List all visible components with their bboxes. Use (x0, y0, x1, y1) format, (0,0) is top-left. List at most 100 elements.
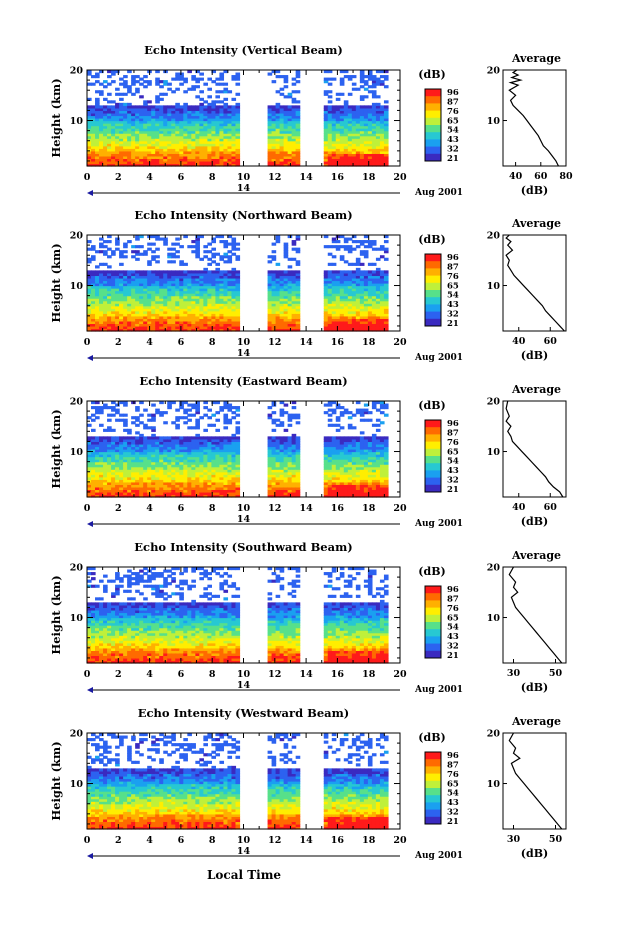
heatmap-cell (271, 285, 277, 289)
heatmap-cell (359, 148, 365, 152)
heatmap-cell (119, 451, 124, 455)
heatmap-cell (91, 255, 96, 259)
heatmap-cell (271, 293, 277, 297)
heatmap-cell (275, 323, 281, 327)
heatmap-cell (371, 323, 377, 327)
heatmap-cell (267, 272, 273, 277)
heatmap-cell (359, 242, 365, 246)
heatmap-cell (187, 451, 192, 455)
heatmap-cell (223, 446, 229, 450)
heatmap-cell (235, 290, 241, 294)
heatmap-cell (207, 481, 212, 485)
heatmap-cell (115, 441, 120, 445)
heatmap-cell (371, 300, 377, 304)
heatmap-cell (123, 443, 128, 448)
heatmap-cell (203, 454, 208, 458)
heatmap-cell (323, 120, 329, 124)
heatmap-cell (107, 285, 112, 289)
heatmap-cell (215, 454, 221, 458)
heatmap-cell (223, 148, 229, 152)
heatmap-cell (231, 479, 237, 483)
heatmap-cell (187, 143, 192, 147)
heatmap-cell (271, 107, 277, 112)
heatmap-cell (115, 494, 120, 498)
heatmap-cell (131, 481, 136, 485)
heatmap-cell (139, 449, 144, 453)
heatmap-cell (175, 145, 180, 149)
heatmap-cell (179, 320, 184, 325)
heatmap-cell (119, 459, 124, 463)
heatmap-cell (111, 293, 116, 297)
heatmap-cell (195, 80, 200, 84)
heatmap-cell (91, 277, 96, 282)
heatmap-cell (271, 315, 277, 319)
heatmap-cell (355, 272, 361, 277)
heatmap-cell (171, 143, 176, 147)
heatmap-cell (187, 275, 192, 279)
heatmap-cell (379, 285, 385, 289)
heatmap-cell (279, 466, 285, 470)
panel-title: Echo Intensity (Vertical Beam) (144, 43, 343, 57)
heatmap-cell (339, 112, 345, 117)
heatmap-cell (175, 318, 180, 322)
colorbar-tick-label: 65 (447, 281, 459, 291)
heatmap-cell (123, 128, 128, 132)
heatmap-cell (167, 255, 172, 259)
heatmap-cell (127, 310, 132, 314)
heatmap-cell (367, 128, 373, 132)
heatmap-cell (275, 300, 281, 304)
day-label: 14 (237, 183, 251, 194)
heatmap-cell (159, 125, 164, 129)
heatmap-cell (131, 123, 136, 127)
heatmap-cell (119, 494, 124, 498)
heatmap-cell (327, 303, 333, 307)
heatmap-cell (383, 325, 389, 330)
heatmap-cell (95, 443, 100, 448)
heatmap-cell (219, 438, 225, 443)
heatmap-cell (339, 133, 345, 137)
heatmap-cell (115, 130, 120, 134)
heatmap-cell (171, 120, 176, 124)
heatmap-cell (139, 471, 144, 475)
heatmap-cell (203, 290, 208, 294)
heatmap-cell (271, 418, 277, 422)
heatmap-cell (207, 150, 212, 154)
heatmap-cell (179, 438, 184, 443)
heatmap-cell (347, 107, 353, 112)
heatmap-cell (295, 320, 301, 325)
heatmap-cell (295, 275, 301, 279)
heatmap-cell (291, 413, 297, 417)
heatmap-cell (135, 293, 140, 297)
heatmap-cell (87, 308, 92, 312)
heatmap-cell (287, 494, 293, 498)
heatmap-cell (87, 471, 92, 475)
heatmap-cell (343, 70, 349, 74)
heatmap-cell (183, 293, 188, 297)
heatmap-cell (155, 293, 160, 297)
heatmap-cell (227, 318, 233, 322)
heatmap-cell (327, 90, 333, 94)
heatmap-cell (359, 72, 365, 76)
heatmap-cell (179, 303, 184, 307)
heatmap-cell (367, 310, 373, 314)
heatmap-cell (283, 145, 289, 149)
heatmap-cell (179, 260, 184, 264)
heatmap-cell (187, 245, 192, 249)
heatmap-cell (235, 82, 241, 86)
heatmap-cell (271, 128, 277, 132)
heatmap-cell (123, 401, 128, 405)
heatmap-cell (287, 265, 293, 269)
heatmap-cell (215, 123, 221, 127)
heatmap-cell (87, 323, 92, 327)
heatmap-cell (95, 140, 100, 144)
heatmap-cell (179, 489, 184, 493)
heatmap-cell (151, 105, 156, 109)
colorbar-tick-label: 96 (447, 88, 459, 98)
heatmap-cell (123, 469, 128, 473)
heatmap-cell (147, 481, 152, 485)
heatmap-cell (383, 145, 389, 149)
heatmap-cell (115, 140, 120, 144)
heatmap-cell (327, 300, 333, 304)
heatmap-cell (119, 449, 124, 453)
heatmap-cell (119, 163, 124, 167)
